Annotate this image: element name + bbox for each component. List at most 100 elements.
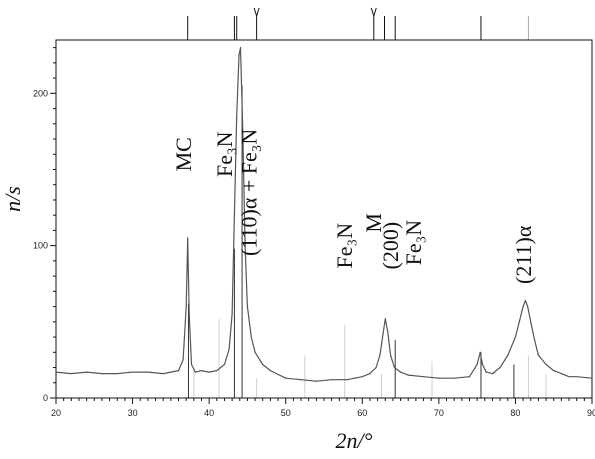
x-axis-title: 2n/° [336, 428, 373, 453]
data-point [346, 379, 348, 381]
data-point [228, 348, 230, 350]
data-point [382, 333, 384, 335]
data-point [185, 305, 187, 308]
y-tick-label-0: 0 [43, 393, 48, 403]
plot-frame [55, 39, 593, 399]
data-point [242, 130, 244, 133]
x-tick-label-20: 20 [51, 408, 61, 418]
peak-annotation: (110)α + Fe₃N [236, 129, 261, 256]
data-point [399, 371, 402, 373]
x-tick-label-70: 70 [434, 408, 444, 418]
data-point [453, 377, 455, 379]
data-point [553, 369, 555, 372]
top-tick-arrow-3 [253, 7, 260, 18]
data-point [86, 371, 88, 373]
data-point [190, 363, 193, 366]
peak-annotation: Fe₃N [212, 131, 237, 177]
data-point [514, 336, 517, 338]
data-point [101, 373, 103, 375]
peak-annotation: Fe₃N [401, 220, 426, 266]
y-axis-title: n/s [0, 186, 25, 212]
x-axis: 20 30 40 50 60 70 80 90 [51, 398, 595, 418]
data-point [182, 359, 184, 361]
x-tick-label-30: 30 [128, 408, 138, 418]
x-tick-label-80: 80 [510, 408, 520, 418]
y-tick-label-200: 200 [33, 88, 48, 98]
data-point [208, 371, 210, 373]
data-point [285, 377, 287, 379]
data-point [236, 115, 238, 117]
data-point [147, 371, 149, 373]
data-point [407, 374, 409, 376]
data-point [300, 379, 302, 381]
data-point [131, 371, 134, 373]
series-layer [55, 47, 593, 382]
data-point [485, 371, 487, 373]
data-point [254, 351, 256, 353]
data-point [576, 376, 578, 378]
data-point [375, 366, 377, 369]
x-tick-label-60: 60 [357, 408, 367, 418]
series-line-0 [55, 47, 593, 382]
data-point [476, 363, 478, 366]
data-point [194, 371, 196, 373]
data-point [479, 351, 481, 353]
data-point [200, 369, 203, 372]
data-point [560, 373, 562, 375]
data-point [162, 373, 164, 375]
data-point [527, 305, 529, 308]
data-point [384, 318, 386, 320]
data-point [390, 354, 392, 356]
peak-annotation: Fe₃N [332, 223, 357, 269]
data-point [522, 305, 524, 308]
data-point [481, 363, 484, 366]
data-point [530, 321, 532, 323]
data-point [170, 371, 172, 373]
top-tick-markers [187, 7, 529, 40]
data-point [507, 354, 509, 356]
data-point [188, 313, 190, 315]
data-point [239, 47, 242, 49]
data-point [379, 354, 381, 356]
peak-annotation: MC [171, 137, 196, 171]
data-point [233, 214, 236, 216]
data-point [70, 373, 72, 375]
peak-annotation: (211)α [511, 225, 536, 284]
data-point [244, 245, 246, 247]
data-point [491, 373, 494, 375]
data-point [331, 379, 333, 381]
data-point [315, 380, 317, 382]
data-point [246, 305, 249, 308]
data-point [250, 336, 252, 338]
data-point [537, 354, 540, 356]
data-point [269, 369, 271, 372]
data-point [499, 366, 501, 369]
x-tick-label-50: 50 [281, 408, 291, 418]
data-point [361, 376, 363, 378]
reference-lines [187, 85, 547, 398]
data-point [354, 377, 356, 379]
data-point [369, 373, 371, 375]
data-point [568, 376, 570, 378]
top-tick-arrow-4 [370, 7, 377, 18]
data-point [533, 339, 536, 341]
data-point [55, 371, 57, 373]
data-point [116, 373, 118, 375]
data-point [524, 299, 526, 302]
x-tick-label-40: 40 [204, 408, 214, 418]
data-point [591, 377, 593, 379]
data-point [518, 321, 520, 323]
data-point [393, 366, 396, 369]
data-point [468, 376, 471, 378]
peak-annotation: (200) [378, 222, 403, 270]
data-point [223, 363, 226, 366]
data-point [545, 363, 547, 366]
data-point [187, 237, 189, 239]
data-point [238, 54, 240, 56]
peak-annotation: M [361, 213, 386, 233]
data-point [438, 377, 440, 379]
data-point [216, 369, 218, 372]
data-point [262, 363, 264, 366]
